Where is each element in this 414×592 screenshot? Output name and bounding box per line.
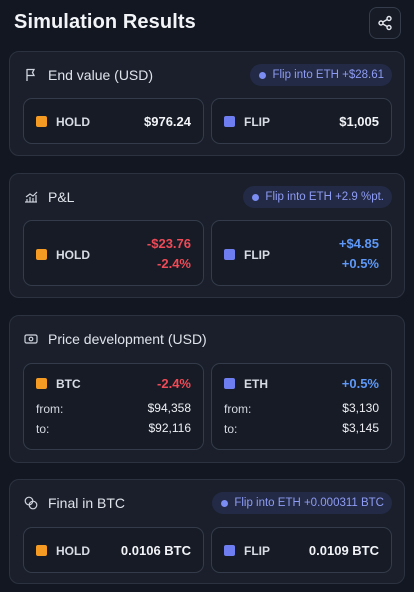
eth-from-value: $3,130	[342, 401, 379, 415]
comparison-badge: Flip into ETH +0.000311 BTC	[212, 492, 392, 514]
flip-label: FLIP	[244, 248, 270, 262]
badge-text: Flip into ETH +$28.61	[272, 69, 384, 81]
eth-label: ETH	[244, 377, 268, 391]
hold-btc-value: 0.0106 BTC	[120, 543, 191, 558]
price-header: Price development (USD)	[24, 330, 207, 348]
hold-label: HOLD	[56, 544, 90, 558]
flip-swatch	[224, 249, 235, 260]
share-button[interactable]	[369, 7, 401, 39]
eth-card: ETH +0.5% from: $3,130 to: $3,145	[211, 363, 392, 450]
flip-pnl-value: +$4.85	[338, 236, 379, 251]
eth-to-value: $3,145	[342, 421, 379, 435]
section-title: Final in BTC	[48, 495, 126, 511]
badge-dot	[259, 71, 267, 79]
eth-swatch	[224, 378, 235, 389]
flip-label: FLIP	[244, 115, 270, 129]
comparison-badge: Flip into ETH +$28.61	[250, 64, 392, 86]
flip-btc-value: 0.0109 BTC	[308, 543, 379, 558]
flip-value: $1,005	[339, 114, 379, 129]
badge-dot	[252, 193, 260, 201]
eth-from-label: from:	[224, 402, 252, 416]
btc-from-label: from:	[36, 402, 64, 416]
end-value-header: End value (USD)	[24, 66, 153, 84]
flip-label: FLIP	[244, 544, 270, 558]
section-title: End value (USD)	[48, 67, 154, 83]
hold-value: $976.24	[144, 114, 191, 129]
btc-from-value: $94,358	[147, 401, 191, 415]
eth-change: +0.5%	[341, 376, 379, 391]
page-title: Simulation Results	[14, 11, 196, 33]
banknote-icon	[24, 332, 38, 346]
price-section: Price development (USD) BTC -2.4% from: …	[9, 315, 405, 463]
hold-label: HOLD	[56, 115, 90, 129]
hold-swatch	[36, 545, 47, 556]
end-value-section: End value (USD) Flip into ETH +$28.61 HO…	[9, 51, 405, 156]
btc-label: BTC	[56, 377, 81, 391]
hold-swatch	[36, 249, 47, 260]
pnl-section: P&L Flip into ETH +2.9 %pt. HOLD -$23.76…	[9, 173, 405, 298]
flip-card: FLIP 0.0109 BTC	[211, 527, 392, 573]
section-title: P&L	[48, 189, 75, 205]
hold-pnl-value: -$23.76	[146, 236, 191, 251]
hold-card: HOLD -$23.76 -2.4%	[23, 220, 204, 286]
flip-card: FLIP $1,005	[211, 98, 392, 144]
header: Simulation Results	[0, 0, 414, 48]
btc-change: -2.4%	[157, 376, 191, 391]
coins-icon	[24, 496, 38, 510]
final-btc-header: Final in BTC	[24, 494, 125, 512]
hold-card: HOLD 0.0106 BTC	[23, 527, 204, 573]
eth-to-label: to:	[224, 422, 238, 436]
pnl-header: P&L	[24, 188, 74, 206]
badge-dot	[221, 499, 229, 507]
flip-swatch	[224, 116, 235, 127]
btc-swatch	[36, 378, 47, 389]
badge-text: Flip into ETH +2.9 %pt.	[265, 191, 384, 203]
btc-card: BTC -2.4% from: $94,358 to: $92,116	[23, 363, 204, 450]
hold-card: HOLD $976.24	[23, 98, 204, 144]
hold-swatch	[36, 116, 47, 127]
btc-to-label: to:	[36, 422, 50, 436]
flip-pnl-pct: +0.5%	[341, 256, 379, 271]
btc-to-value: $92,116	[148, 421, 192, 435]
flag-icon	[24, 68, 38, 82]
chart-icon	[24, 190, 38, 204]
section-title: Price development (USD)	[48, 331, 207, 347]
comparison-badge: Flip into ETH +2.9 %pt.	[243, 186, 392, 208]
flip-swatch	[224, 545, 235, 556]
hold-pnl-pct: -2.4%	[157, 256, 191, 271]
badge-text: Flip into ETH +0.000311 BTC	[234, 497, 384, 509]
final-btc-section: Final in BTC Flip into ETH +0.000311 BTC…	[9, 479, 405, 584]
share-icon	[377, 15, 393, 31]
flip-card: FLIP +$4.85 +0.5%	[211, 220, 392, 286]
hold-label: HOLD	[56, 248, 90, 262]
